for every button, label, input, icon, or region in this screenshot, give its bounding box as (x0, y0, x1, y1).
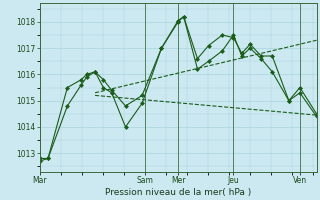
X-axis label: Pression niveau de la mer( hPa ): Pression niveau de la mer( hPa ) (105, 188, 251, 197)
